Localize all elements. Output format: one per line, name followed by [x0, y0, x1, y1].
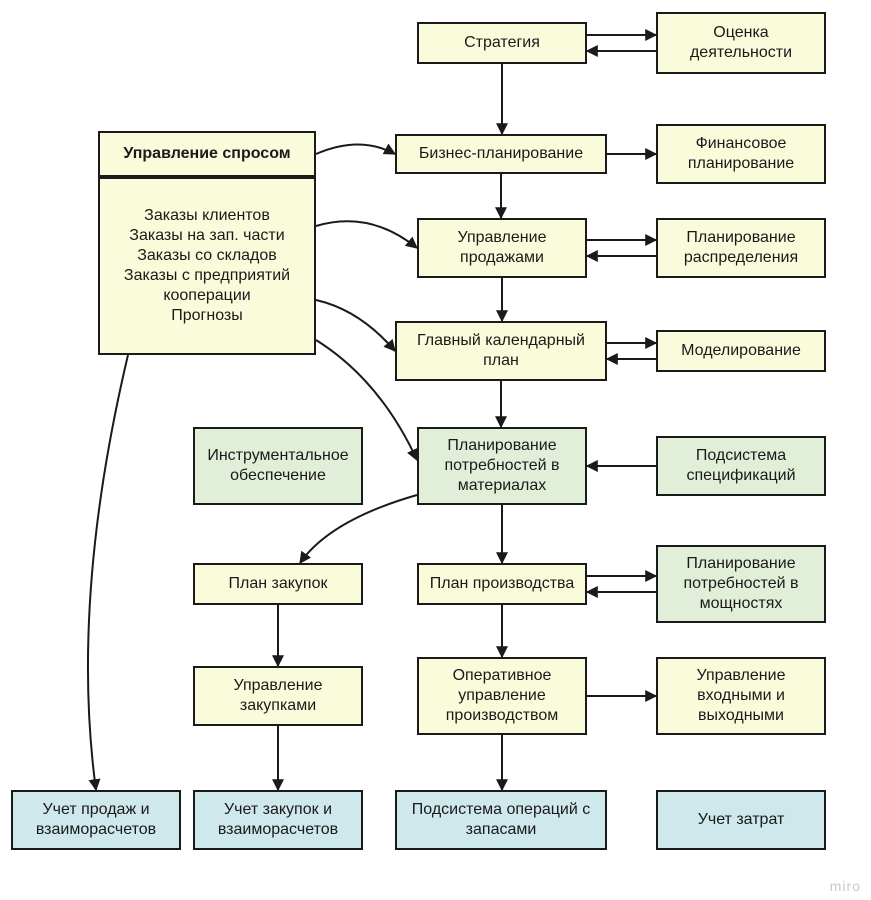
- node-cost_acc: Учет затрат: [656, 790, 826, 850]
- node-label: Учет продаж и взаиморасчетов: [19, 800, 173, 840]
- edge: [300, 495, 417, 563]
- node-crp: Планирование потребностей в мощностях: [656, 545, 826, 623]
- node-biz_plan: Бизнес-планирование: [395, 134, 607, 174]
- node-distr_plan: Планирование распределения: [656, 218, 826, 278]
- node-label: Главный календарный план: [403, 331, 599, 371]
- node-bom: Подсистема спецификаций: [656, 436, 826, 496]
- node-purch_acc: Учет закупок и взаиморасчетов: [193, 790, 363, 850]
- edge: [316, 221, 417, 248]
- node-label: Заказы клиентовЗаказы на зап. частиЗаказ…: [106, 206, 308, 326]
- node-label: Стратегия: [464, 33, 540, 53]
- node-tooling: Инструментальное обеспечение: [193, 427, 363, 505]
- node-mrp: Планирование потребностей в материалах: [417, 427, 587, 505]
- node-io_mgmt: Управление входными и выходными: [656, 657, 826, 735]
- node-inv_ops: Подсистема операций с запасами: [395, 790, 607, 850]
- edge: [88, 355, 128, 790]
- node-label: Оценка деятельности: [664, 23, 818, 63]
- node-demand_body: Заказы клиентовЗаказы на зап. частиЗаказ…: [98, 177, 316, 355]
- node-prod_plan: План производства: [417, 563, 587, 605]
- node-label: Оперативное управление производством: [425, 666, 579, 726]
- node-label: Подсистема спецификаций: [664, 446, 818, 486]
- node-label: План закупок: [229, 574, 328, 594]
- node-label: Бизнес-планирование: [419, 144, 583, 164]
- node-strategy: Стратегия: [417, 22, 587, 64]
- node-modeling: Моделирование: [656, 330, 826, 372]
- node-sales_acc: Учет продаж и взаиморасчетов: [11, 790, 181, 850]
- node-label: Управление продажами: [425, 228, 579, 268]
- node-label: Финансовое планирование: [664, 134, 818, 174]
- node-label: Инструментальное обеспечение: [201, 446, 355, 486]
- node-label: Подсистема операций с запасами: [403, 800, 599, 840]
- node-label: Планирование распределения: [664, 228, 818, 268]
- node-label: Планирование потребностей в материалах: [425, 436, 579, 496]
- node-fin_plan: Финансовое планирование: [656, 124, 826, 184]
- node-evaluation: Оценка деятельности: [656, 12, 826, 74]
- node-master_sched: Главный календарный план: [395, 321, 607, 381]
- node-label: Учет затрат: [698, 810, 785, 830]
- edge: [316, 145, 395, 155]
- node-purch_mgmt: Управление закупками: [193, 666, 363, 726]
- node-label: Моделирование: [681, 341, 801, 361]
- edge: [316, 300, 395, 351]
- node-purch_plan: План закупок: [193, 563, 363, 605]
- node-sales_mgmt: Управление продажами: [417, 218, 587, 278]
- node-label: Управление закупками: [201, 676, 355, 716]
- node-label: План производства: [430, 574, 575, 594]
- node-label: Планирование потребностей в мощностях: [664, 554, 818, 614]
- watermark: miro: [830, 878, 861, 894]
- node-label: Учет закупок и взаиморасчетов: [201, 800, 355, 840]
- node-label: Управление входными и выходными: [664, 666, 818, 726]
- node-label: Управление спросом: [123, 144, 290, 164]
- node-ops_mgmt: Оперативное управление производством: [417, 657, 587, 735]
- node-demand_hdr: Управление спросом: [98, 131, 316, 177]
